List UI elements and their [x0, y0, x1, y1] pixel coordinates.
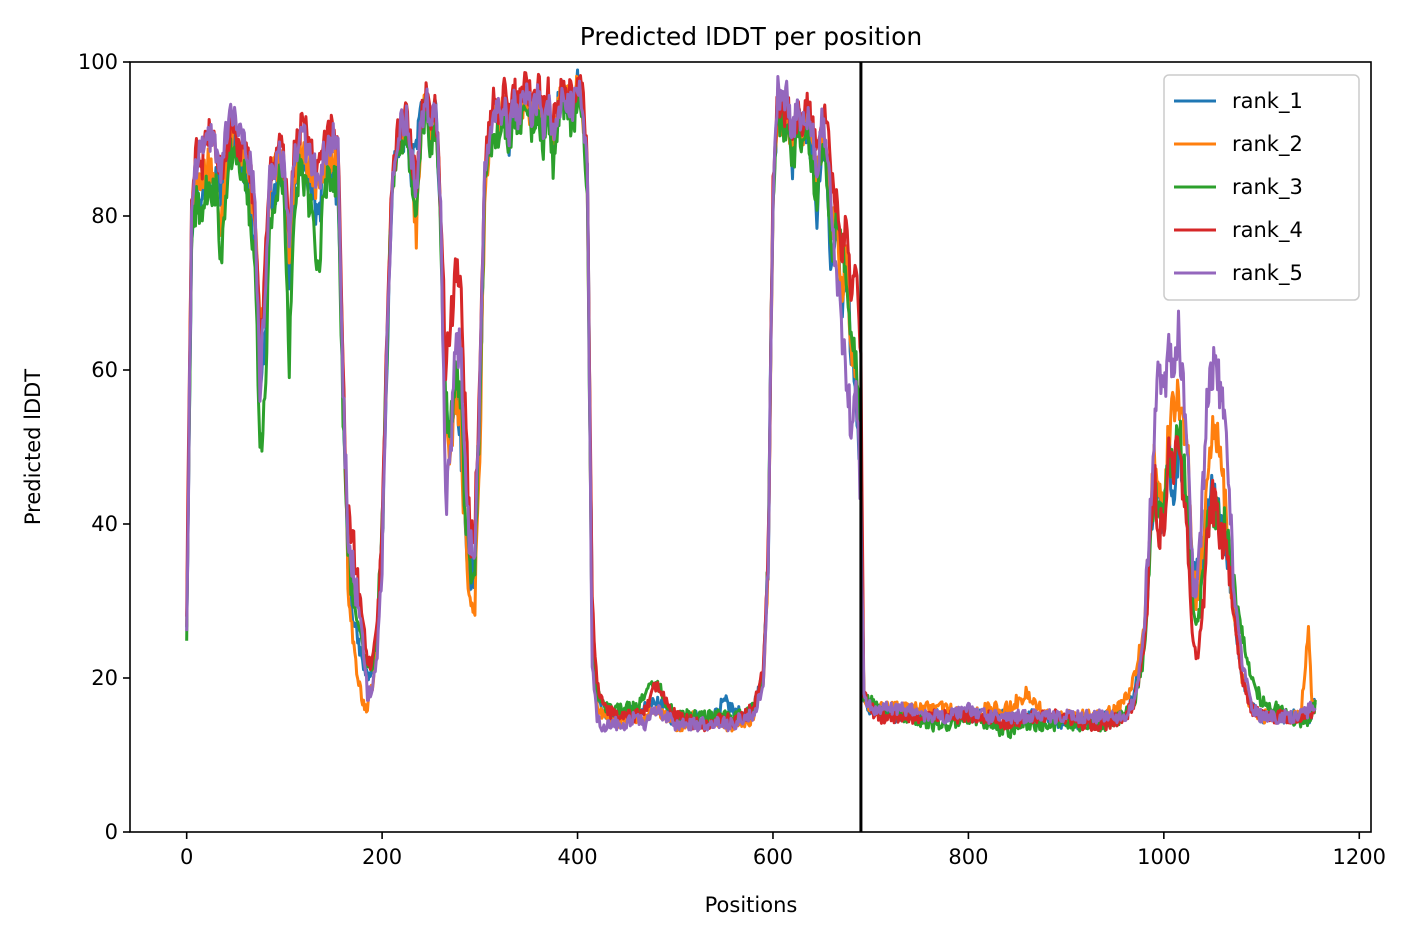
legend-label-rank-1: rank_1 [1232, 89, 1303, 114]
x-tick-label: 800 [948, 845, 988, 869]
y-tick-label: 0 [105, 820, 118, 844]
y-tick-label: 60 [91, 358, 118, 382]
x-tick-label: 1000 [1137, 845, 1190, 869]
y-tick-label: 20 [91, 666, 118, 690]
axes-layer: 0 200 400 600 800 1000 1200 0 20 40 60 80 100 [78, 50, 1386, 869]
legend-label-rank-3: rank_3 [1232, 175, 1303, 200]
legend-label-rank-4: rank_4 [1232, 218, 1303, 243]
chart-title: Predicted lDDT per position [580, 22, 922, 51]
x-tick-label: 600 [753, 845, 793, 869]
legend: rank_1 rank_2 rank_3 rank_4 rank_5 [1163, 74, 1360, 301]
y-tick-label: 80 [91, 204, 118, 228]
y-tick-label: 40 [91, 512, 118, 536]
plot-frame [129, 61, 1372, 833]
y-tick-label: 100 [78, 50, 118, 74]
x-tick-label: 1200 [1333, 845, 1386, 869]
series-layer [185, 68, 1317, 740]
x-tick-label: 200 [362, 845, 402, 869]
legend-label-rank-5: rank_5 [1232, 261, 1303, 286]
x-tick-label: 0 [180, 845, 193, 869]
x-axis-label: Positions [705, 893, 798, 917]
legend-box [1163, 74, 1360, 301]
y-axis-label: Predicted lDDT [21, 369, 45, 525]
legend-label-rank-2: rank_2 [1232, 132, 1303, 157]
x-tick-label: 400 [557, 845, 597, 869]
series-line-rank-5 [185, 74, 1317, 733]
